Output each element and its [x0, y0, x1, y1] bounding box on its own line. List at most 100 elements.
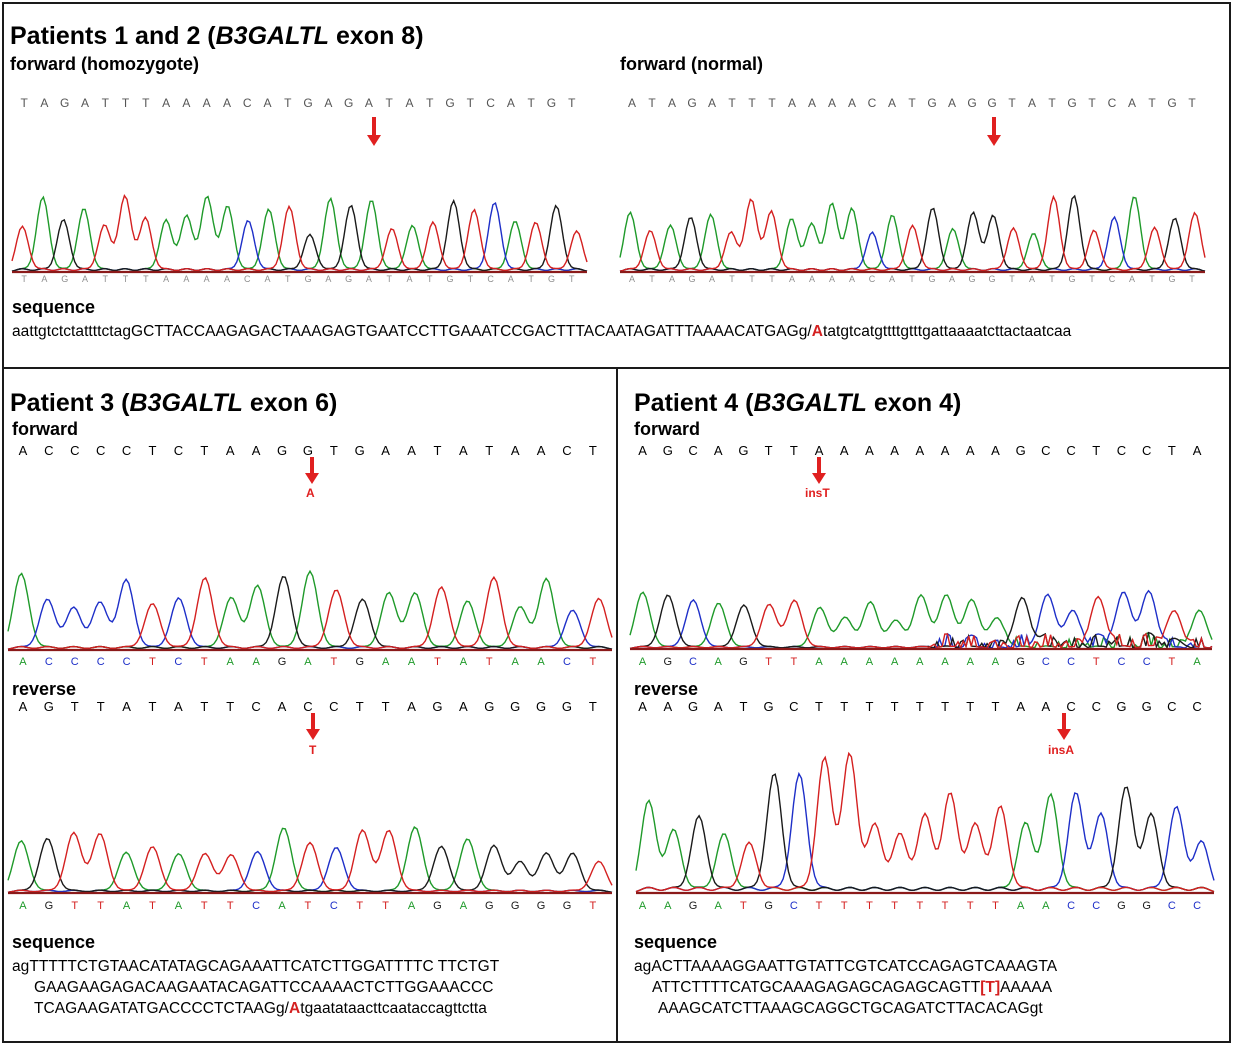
base-letter: A	[122, 699, 131, 714]
base-letter: T	[1049, 274, 1055, 284]
base-letter: A	[278, 900, 286, 912]
base-letter: A	[277, 699, 287, 714]
base-letter: T	[815, 900, 823, 912]
base-letter: A	[459, 900, 468, 912]
base-letter: C	[867, 96, 877, 110]
base-letter: T	[991, 699, 1000, 714]
mutation-label: insA	[1048, 743, 1075, 757]
base-letter: T	[941, 900, 949, 912]
base-letter: T	[1148, 96, 1156, 110]
trace-line-C	[7, 578, 613, 650]
mutation-label: insT	[805, 486, 830, 500]
base-letter: T	[71, 900, 79, 912]
base-letter: A	[915, 443, 925, 458]
base-letter: A	[713, 699, 723, 714]
base-letter: C	[174, 656, 183, 668]
base-letter: T	[568, 274, 575, 284]
base-letter: T	[200, 443, 209, 458]
base-letter: C	[243, 274, 251, 284]
reverse-label: reverse	[634, 679, 699, 699]
panel-title: Patient 4 (B3GALTL exon 4)	[634, 389, 962, 417]
panel-title: Patient 3 (B3GALTL exon 6)	[10, 389, 338, 417]
base-letter: A	[506, 96, 515, 110]
base-letter: A	[638, 699, 647, 714]
base-letter: G	[1168, 274, 1176, 284]
base-letter: C	[44, 443, 54, 458]
base-letter: G	[1116, 699, 1127, 714]
base-letter: A	[381, 443, 390, 458]
base-letter: T	[1188, 96, 1196, 110]
base-letter: A	[808, 274, 815, 284]
base-letter: G	[302, 443, 313, 458]
trace-line-A	[629, 591, 1213, 650]
base-letter: G	[43, 699, 54, 714]
base-letter: A	[965, 443, 975, 458]
base-letter: T	[588, 699, 597, 714]
base-letter: C	[70, 656, 79, 668]
base-letter: T	[589, 900, 597, 912]
base-letter: G	[561, 699, 573, 714]
base-letter: C	[563, 656, 571, 668]
base-letter: G	[562, 900, 572, 912]
base-letter: G	[928, 274, 936, 284]
base-letter: T	[891, 900, 898, 912]
base-letter: A	[664, 900, 672, 912]
base-letter: C	[486, 96, 495, 110]
base-letter: A	[947, 96, 956, 110]
base-letter: A	[406, 274, 413, 284]
trace-line-T	[7, 575, 613, 650]
base-letter: G	[343, 96, 354, 110]
base-letter: A	[325, 274, 332, 284]
base-letter: A	[888, 274, 895, 284]
base-letter: C	[96, 656, 105, 668]
base-letter: G	[277, 656, 287, 668]
base-letter: T	[200, 699, 209, 714]
base-letter: A	[814, 443, 824, 458]
base-letter: A	[459, 656, 468, 668]
trace-line-G	[7, 576, 613, 650]
base-letter: G	[484, 699, 495, 714]
base-letter: A	[848, 274, 855, 284]
base-letter: T	[915, 699, 924, 714]
base-letter: C	[1041, 443, 1051, 458]
base-letter: T	[386, 274, 392, 284]
base-letter: G	[355, 656, 365, 668]
base-letter: C	[70, 443, 80, 458]
base-letter: A	[381, 656, 390, 668]
base-letter: G	[484, 900, 494, 912]
base-letter: T	[485, 656, 493, 668]
base-letter: A	[714, 656, 722, 668]
base-letter: G	[546, 96, 557, 110]
base-letter: T	[789, 443, 798, 458]
base-letter: A	[507, 274, 514, 284]
base-letter: C	[562, 443, 572, 458]
sequence-line: agACTTAAAAGGAATTGTATTCGTCATCCAGAGTCAAAGT…	[634, 958, 1058, 975]
base-letter: A	[162, 96, 171, 110]
trace-line-A	[7, 826, 613, 893]
base-letter: A	[668, 274, 675, 284]
base-letter: T	[1048, 96, 1056, 110]
base-letter: A	[80, 96, 89, 110]
base-letter: A	[1193, 656, 1201, 668]
base-letter: A	[627, 96, 636, 110]
base-letter: A	[536, 443, 546, 458]
base-letter: A	[1027, 96, 1036, 110]
base-letter: G	[988, 274, 996, 284]
base-letter: C	[303, 699, 313, 714]
base-letter: A	[40, 96, 49, 110]
base-letter: T	[143, 274, 149, 284]
base-letter: A	[839, 443, 849, 458]
base-letter: A	[252, 656, 260, 668]
base-letter: T	[426, 96, 434, 110]
base-letter: T	[285, 274, 291, 284]
base-letter: A	[1016, 699, 1025, 714]
base-letter: T	[21, 274, 27, 284]
base-letter: G	[687, 96, 697, 110]
base-letter: C	[121, 443, 132, 458]
chromatogram-trace	[629, 589, 1213, 651]
